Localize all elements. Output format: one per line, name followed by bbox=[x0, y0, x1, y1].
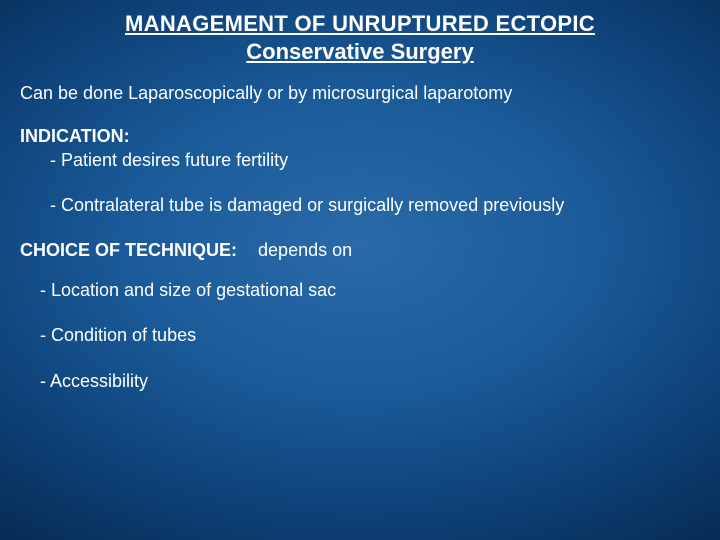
intro-text: Can be done Laparoscopically or by micro… bbox=[20, 83, 692, 104]
technique-item-3: - Accessibility bbox=[40, 370, 692, 393]
title-line-2: Conservative Surgery bbox=[28, 38, 692, 66]
title-block: MANAGEMENT OF UNRUPTURED ECTOPIC Conserv… bbox=[28, 10, 692, 65]
indication-item-1: - Patient desires future fertility bbox=[50, 149, 692, 172]
slide-container: MANAGEMENT OF UNRUPTURED ECTOPIC Conserv… bbox=[0, 0, 720, 540]
indication-heading: INDICATION: bbox=[20, 126, 692, 147]
title-line-1: MANAGEMENT OF UNRUPTURED ECTOPIC bbox=[28, 10, 692, 38]
technique-item-2: - Condition of tubes bbox=[40, 324, 692, 347]
indication-item-2: - Contralateral tube is damaged or surgi… bbox=[50, 194, 692, 217]
technique-heading: CHOICE OF TECHNIQUE: bbox=[20, 240, 237, 260]
technique-heading-row: CHOICE OF TECHNIQUE: depends on bbox=[20, 240, 692, 261]
technique-depends: depends on bbox=[258, 240, 352, 260]
technique-item-1: - Location and size of gestational sac bbox=[40, 279, 692, 302]
